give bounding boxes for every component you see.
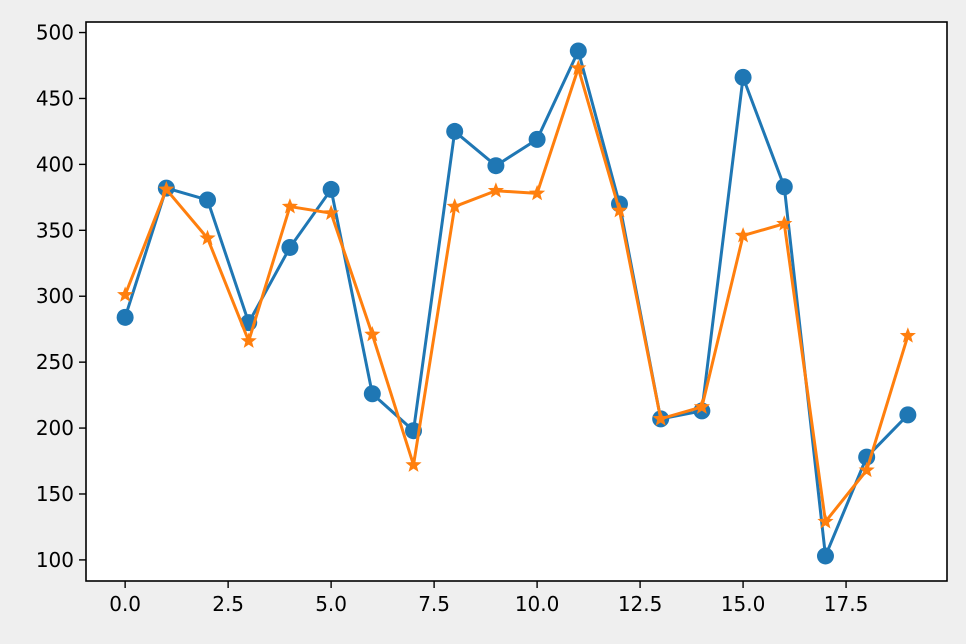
data-point: [322, 180, 340, 198]
data-point: [116, 308, 134, 326]
y-tick-label: 450: [36, 86, 74, 110]
y-tick-label: 300: [36, 284, 74, 308]
x-tick-label: 15.0: [721, 592, 766, 616]
data-point: [899, 327, 916, 343]
data-point: [816, 547, 834, 565]
plot-area: [86, 22, 947, 581]
x-tick-label: 0.0: [109, 592, 141, 616]
data-point: [199, 191, 217, 209]
data-point: [364, 325, 381, 342]
data-point: [446, 122, 464, 140]
series-line: [123, 66, 910, 524]
y-tick-label: 250: [36, 350, 74, 374]
data-point: [569, 42, 587, 60]
data-point: [281, 198, 299, 214]
data-point: [858, 461, 875, 478]
data-point: [693, 398, 710, 414]
series-layer: [116, 42, 917, 565]
data-point: [734, 227, 752, 243]
data-point: [570, 59, 587, 76]
y-tick-label: 100: [36, 548, 74, 572]
x-tick-label: 17.5: [824, 592, 869, 616]
data-point: [446, 198, 463, 214]
x-tick-label: 5.0: [315, 592, 347, 616]
data-point: [117, 286, 134, 302]
data-point: [529, 184, 546, 201]
y-tick-label: 150: [36, 482, 74, 506]
x-tick-label: 10.0: [515, 592, 560, 616]
x-tick-label: 2.5: [212, 592, 244, 616]
x-tick-label: 12.5: [618, 592, 663, 616]
data-point: [899, 406, 917, 424]
y-tick-label: 400: [36, 152, 74, 176]
data-point: [281, 238, 299, 256]
data-point: [487, 182, 504, 198]
y-tick-label: 200: [36, 416, 74, 440]
series-line: [123, 49, 909, 558]
x-tick-label: 7.5: [418, 592, 450, 616]
y-tick-label: 350: [36, 218, 74, 242]
data-point: [199, 229, 216, 246]
data-point: [405, 456, 422, 472]
data-point: [775, 178, 793, 196]
data-point: [611, 202, 628, 218]
data-point: [776, 215, 793, 231]
data-point: [323, 204, 340, 221]
x-axis: 0.0 2.5 5.0 7.5 10.0 12.5 15.0 17.5: [109, 581, 868, 616]
y-tick-label: 500: [36, 21, 74, 45]
data-point: [652, 410, 669, 426]
series-2: [117, 59, 916, 529]
data-point: [363, 385, 381, 403]
data-point: [158, 180, 175, 197]
data-point: [240, 332, 257, 348]
data-point: [817, 513, 834, 529]
data-point: [734, 68, 752, 86]
data-point: [487, 157, 505, 175]
plot-frame: [85, 21, 948, 582]
y-axis: 100 150 200 250 300 350 400 450 500: [36, 21, 86, 572]
data-point: [528, 130, 546, 148]
